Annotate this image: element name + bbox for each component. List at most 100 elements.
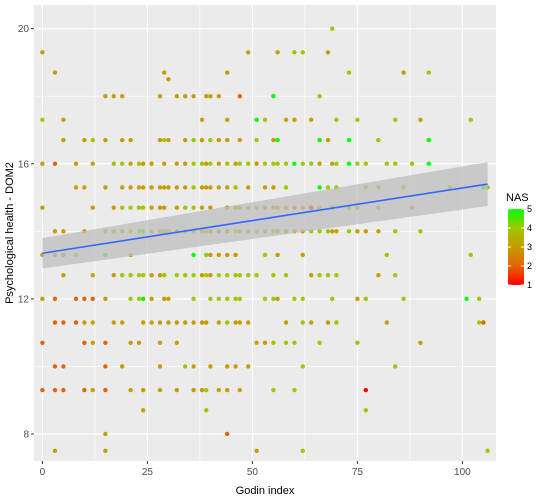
data-point <box>166 77 171 82</box>
data-point <box>141 161 146 166</box>
data-point <box>120 185 125 190</box>
data-point <box>120 161 125 166</box>
data-point <box>317 340 322 345</box>
data-point <box>271 273 276 278</box>
data-point <box>300 364 305 369</box>
data-point <box>183 320 188 325</box>
data-point <box>191 161 196 166</box>
data-point <box>262 340 268 345</box>
data-point <box>183 137 188 143</box>
data-point <box>149 296 154 302</box>
data-point <box>52 448 58 454</box>
data-point <box>208 296 213 302</box>
data-point <box>208 205 213 210</box>
data-point <box>355 340 360 345</box>
data-point <box>346 70 352 75</box>
data-point <box>292 161 297 166</box>
data-point <box>283 320 289 325</box>
data-point <box>300 448 305 454</box>
data-point <box>40 117 45 123</box>
data-point <box>90 137 96 143</box>
data-point <box>237 161 242 166</box>
data-point <box>317 94 322 99</box>
data-point <box>128 185 133 190</box>
data-point <box>174 320 179 325</box>
data-point <box>325 273 331 278</box>
data-point <box>204 320 209 325</box>
data-point <box>334 117 339 123</box>
y-tick-label: 16 <box>18 159 30 170</box>
data-point <box>162 273 167 278</box>
data-point <box>254 117 259 123</box>
data-point <box>325 50 331 55</box>
data-point <box>363 387 368 393</box>
data-point <box>120 320 125 325</box>
data-point <box>191 205 196 210</box>
data-point <box>393 229 398 234</box>
data-point <box>216 185 221 190</box>
data-point <box>183 185 188 190</box>
data-point <box>233 320 238 325</box>
data-point <box>346 137 352 143</box>
confidence-band-area <box>42 162 488 269</box>
data-point <box>141 320 146 325</box>
data-point <box>283 117 289 123</box>
data-point <box>271 387 276 393</box>
data-point <box>73 320 79 325</box>
legend-label: 1 <box>527 280 532 290</box>
data-point <box>136 340 142 345</box>
data-point <box>309 117 314 123</box>
data-point <box>208 364 213 369</box>
data-point <box>128 205 133 210</box>
data-point <box>233 161 238 166</box>
data-point <box>157 320 163 325</box>
data-point <box>204 387 209 393</box>
data-point <box>174 161 179 166</box>
data-point <box>346 161 352 166</box>
data-point <box>82 340 87 345</box>
data-point <box>61 320 66 325</box>
data-point <box>191 273 196 278</box>
data-point <box>363 408 368 413</box>
data-point <box>317 137 322 143</box>
data-point <box>103 94 108 99</box>
data-point <box>183 161 188 166</box>
data-point <box>334 161 339 166</box>
data-point <box>401 70 406 75</box>
data-point <box>90 387 96 393</box>
data-point <box>275 161 280 166</box>
data-point <box>166 320 171 325</box>
data-point <box>136 205 142 210</box>
y-tick-label: 20 <box>18 24 30 35</box>
data-point <box>40 340 45 345</box>
legend-label: 5 <box>527 204 532 214</box>
data-point <box>183 94 188 99</box>
data-point <box>355 229 360 234</box>
data-point <box>149 320 154 325</box>
data-point <box>208 137 213 143</box>
data-point <box>82 185 87 190</box>
data-point <box>283 340 289 345</box>
data-point <box>120 137 125 143</box>
data-point <box>120 273 125 278</box>
data-point <box>237 273 242 278</box>
data-point <box>271 340 276 345</box>
data-point <box>237 137 242 143</box>
data-point <box>233 185 238 190</box>
data-point <box>191 252 196 258</box>
data-point <box>157 205 163 210</box>
data-point <box>191 94 196 99</box>
data-point <box>271 185 276 190</box>
data-point <box>254 448 259 454</box>
data-point <box>225 296 230 302</box>
data-point <box>330 229 335 234</box>
data-point <box>199 273 205 278</box>
data-point <box>283 273 289 278</box>
data-point <box>52 229 58 234</box>
data-point <box>128 137 133 143</box>
data-point <box>103 387 108 393</box>
data-points <box>40 26 490 454</box>
data-point <box>246 50 251 55</box>
data-point <box>208 94 213 99</box>
data-point <box>52 161 58 166</box>
